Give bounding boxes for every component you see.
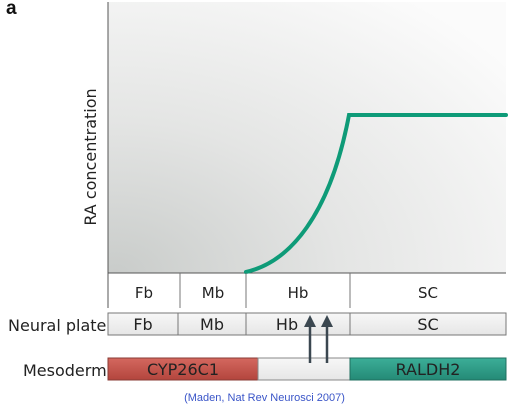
citation: (Maden, Nat Rev Neurosci 2007)	[184, 392, 345, 404]
mesoderm-segment-raldh2: RALDH2	[396, 360, 461, 379]
plot-background	[108, 2, 506, 273]
neural-plate-segment-sc: SC	[417, 315, 438, 334]
y-axis-label: RA concentration	[81, 88, 100, 225]
mesoderm-raldh2-block	[349, 357, 507, 381]
signaling-arrow	[304, 315, 316, 363]
mesoderm-segment-cyp26c1: CYP26C1	[147, 360, 219, 379]
panel-letter: a	[6, 0, 17, 19]
region-label-fb: Fb	[135, 284, 153, 302]
neural-plate-label: Neural plate	[8, 316, 106, 335]
mesoderm-blank-block	[257, 357, 351, 381]
neural-plate-segment-mb: Mb	[200, 315, 224, 334]
region-label-hb: Hb	[288, 284, 309, 302]
signaling-arrow	[321, 315, 333, 363]
region-label-mb: Mb	[202, 284, 224, 302]
neural-plate-segment-fb: Fb	[133, 315, 152, 334]
region-label-sc: SC	[418, 284, 438, 302]
ra-concentration-curve	[244, 113, 508, 274]
neural-plate-segment-hb: Hb	[276, 315, 298, 334]
mesoderm-label: Mesoderm	[23, 361, 107, 380]
